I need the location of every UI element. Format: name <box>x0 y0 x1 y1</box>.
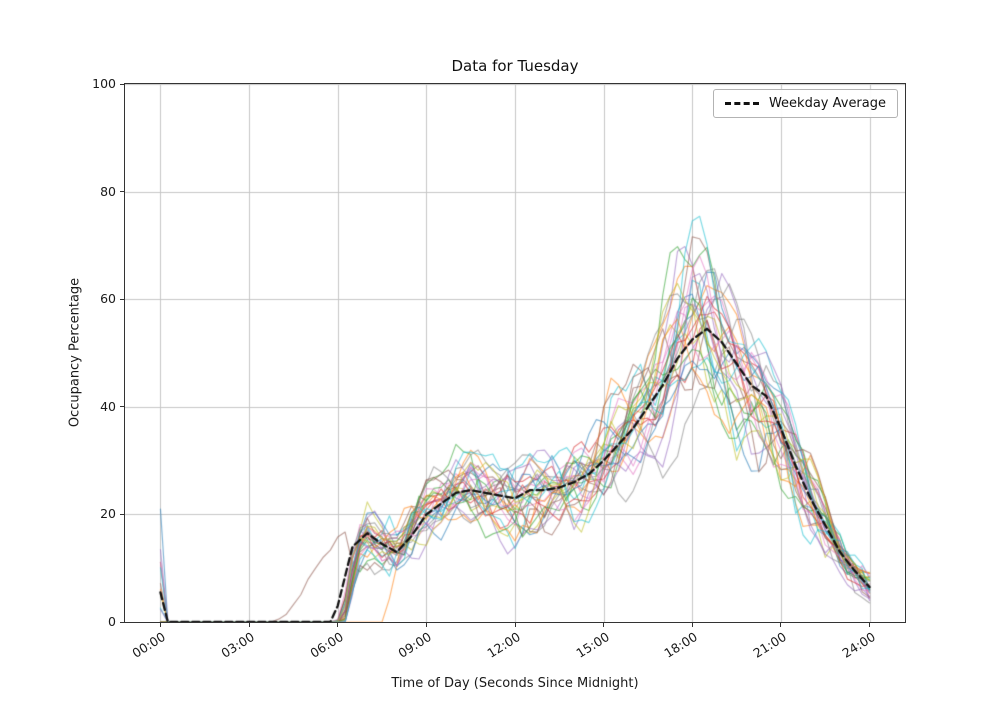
plot-canvas <box>125 84 905 622</box>
y-tick-label: 60 <box>100 291 116 307</box>
chart-title: Data for Tuesday <box>451 57 579 75</box>
y-tick-mark <box>120 191 124 193</box>
x-tick-mark <box>691 623 693 627</box>
x-tick-mark <box>248 623 250 627</box>
dashed-line-icon <box>724 102 759 105</box>
x-axis-label: Time of Day (Seconds Since Midnight) <box>391 676 639 691</box>
legend: Weekday Average <box>712 89 898 118</box>
plot-area: Weekday Average <box>124 83 906 623</box>
y-tick-mark <box>120 513 124 515</box>
x-tick-mark <box>869 623 871 627</box>
y-tick-mark <box>120 83 124 85</box>
y-tick-label: 80 <box>100 183 116 199</box>
legend-label: Weekday Average <box>768 96 886 111</box>
x-tick-mark <box>603 623 605 627</box>
y-tick-mark <box>120 298 124 300</box>
x-tick-mark <box>159 623 161 627</box>
y-tick-label: 40 <box>100 398 116 414</box>
x-tick-mark <box>514 623 516 627</box>
x-tick-mark <box>425 623 427 627</box>
y-tick-mark <box>120 621 124 623</box>
y-tick-label: 20 <box>100 506 116 522</box>
y-tick-mark <box>120 406 124 408</box>
x-tick-mark <box>337 623 339 627</box>
y-tick-label: 0 <box>108 614 116 629</box>
y-axis-label: Occupancy Percentage <box>67 277 83 428</box>
x-tick-mark <box>780 623 782 627</box>
y-tick-label: 100 <box>92 76 116 91</box>
